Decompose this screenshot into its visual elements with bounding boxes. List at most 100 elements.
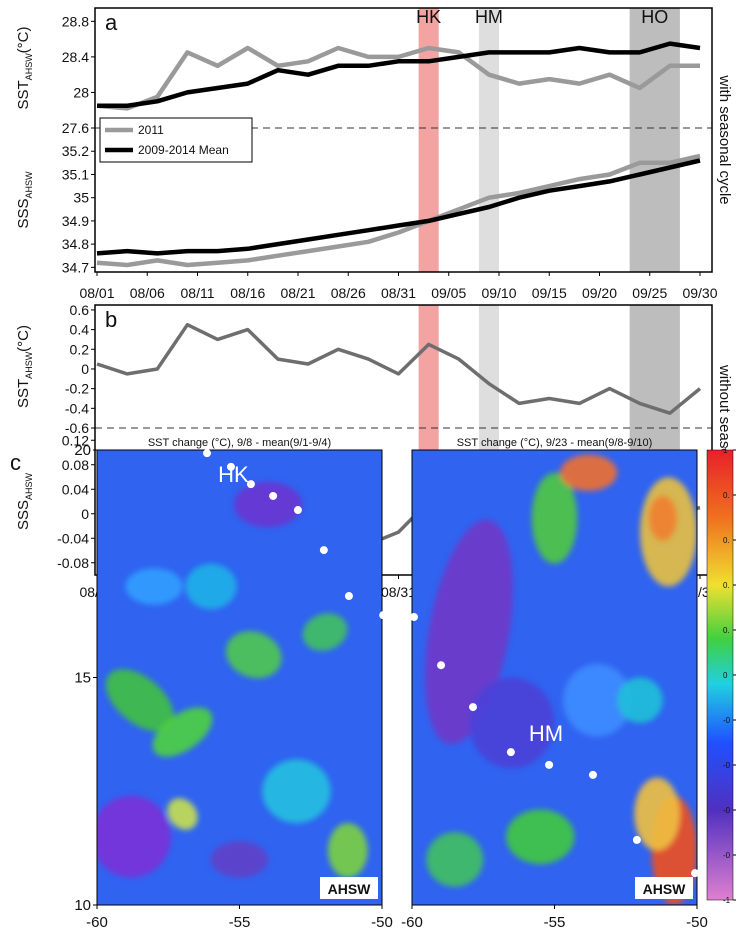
data-line xyxy=(97,41,701,109)
badge-box xyxy=(320,877,378,899)
axis-label-sub: AHSW xyxy=(24,53,34,81)
sst-patch xyxy=(152,707,213,757)
sst-patch xyxy=(302,613,348,651)
axis-label-main: SST xyxy=(15,80,32,109)
y-tick-label: -0.6 xyxy=(65,420,89,436)
data-line xyxy=(96,45,700,111)
legend-label: 2011 xyxy=(138,123,164,137)
x-tick-label: 09/05 xyxy=(431,285,466,301)
x-tick-label: 08/26 xyxy=(331,285,366,301)
sst-patch xyxy=(634,777,680,851)
track-point xyxy=(545,760,554,769)
y2-tick-label: 0 xyxy=(81,506,89,522)
colorbar-tick-label: 0. xyxy=(723,491,730,500)
sst-patch xyxy=(469,677,555,769)
y2-tick-label: -0.08 xyxy=(57,555,89,571)
y-tick-label: 27.6 xyxy=(62,120,89,136)
track-point xyxy=(246,480,255,489)
x-tick-label: 09/30 xyxy=(682,285,717,301)
axis-label: SSTAHSW(°C) xyxy=(15,26,34,109)
track-point xyxy=(437,661,446,670)
y-tick-label: 0.2 xyxy=(70,341,90,357)
y-tick-label: -0.4 xyxy=(65,400,89,416)
track-point xyxy=(691,869,700,878)
x-tick-label: -60 xyxy=(401,914,423,931)
y2-tick-label: 0.12 xyxy=(62,432,89,448)
colorbar-tick-label: 0. xyxy=(723,626,730,635)
map-image xyxy=(97,450,382,905)
sst-patch xyxy=(211,841,268,878)
panel-label: c xyxy=(10,450,21,475)
y2-tick-label: 35.1 xyxy=(62,166,89,182)
storm-label: HK xyxy=(218,462,249,487)
sst-patch xyxy=(97,795,172,878)
y2-tick-label: 35 xyxy=(73,190,89,206)
event-label: HM xyxy=(475,7,503,27)
track-point xyxy=(226,462,235,471)
track-point xyxy=(379,611,388,620)
axis-label-sub: AHSW xyxy=(24,472,34,500)
colorbar-tick-label: 0 xyxy=(723,671,728,680)
axis-label: SSSAHSW xyxy=(15,171,34,229)
sst-patch xyxy=(262,759,331,824)
legend-label: 2009-2014 Mean xyxy=(138,143,229,157)
colorbar xyxy=(706,449,734,901)
y2-tick-label: 34.8 xyxy=(62,236,89,252)
map-title: SST change (°C), 9/8 - mean(9/1-9/4) xyxy=(148,437,331,449)
event-span xyxy=(418,8,439,272)
sst-patch xyxy=(648,495,678,541)
event-label: HK xyxy=(416,7,441,27)
y-tick-label: 28.4 xyxy=(62,49,89,65)
map-image xyxy=(412,450,697,905)
legend-box xyxy=(99,117,253,163)
y-tick-label: 15 xyxy=(74,670,91,687)
axis-label-sub: AHSW xyxy=(24,171,34,199)
x-tick-label: 08/31 xyxy=(381,584,416,600)
sst-patch xyxy=(167,798,198,830)
side-label: with seasonal cycle xyxy=(716,74,733,204)
legend: 2011 2009-2014 Mean xyxy=(99,117,253,163)
track-point xyxy=(293,506,302,515)
colorbar-tick-label: -0 xyxy=(723,806,731,815)
y-tick-label: 0.4 xyxy=(70,322,90,338)
track-point xyxy=(269,491,278,500)
y2-tick-label: 0.08 xyxy=(62,457,89,473)
colorbar-tick-label: 1 xyxy=(723,446,728,455)
data-line xyxy=(96,322,702,415)
data-line xyxy=(96,158,701,256)
axis-label-unit: (°C) xyxy=(15,325,32,352)
x-tick-label: 08/01 xyxy=(79,285,114,301)
sst-patch xyxy=(327,823,368,878)
sst-patch xyxy=(185,563,237,610)
badge: AHSW xyxy=(643,881,687,897)
colorbar-tick-label: -0 xyxy=(723,851,731,860)
track-point xyxy=(468,703,477,712)
map-title: SST change (°C), 9/23 - mean(9/8-9/10) xyxy=(457,437,653,449)
x-tick-label: -55 xyxy=(229,914,251,931)
x-tick-label: -60 xyxy=(86,914,108,931)
panel-label: a xyxy=(105,10,118,35)
x-tick-label: 09/25 xyxy=(632,285,667,301)
y-tick-label: 20 xyxy=(74,442,91,459)
sst-patch xyxy=(225,631,282,679)
axis-label-main: SSS xyxy=(15,198,32,228)
colorbar-tick-label: -0 xyxy=(723,716,731,725)
y-tick-label: -0.2 xyxy=(65,381,89,397)
sst-patch xyxy=(563,663,632,737)
x-tick-label: -50 xyxy=(686,914,708,931)
axis-label-unit: (°C) xyxy=(15,26,32,53)
y-tick-label: 10 xyxy=(74,897,91,914)
x-tick-label: -50 xyxy=(371,914,393,931)
x-tick-label: 08/06 xyxy=(130,285,165,301)
sst-patch xyxy=(560,454,618,491)
track-point xyxy=(203,449,212,458)
plot-frame xyxy=(94,7,713,273)
x-tick-label: -55 xyxy=(544,914,566,931)
panel-label: b xyxy=(105,307,117,332)
track-point xyxy=(588,770,597,779)
event-span xyxy=(478,8,499,272)
y2-tick-label: 0.04 xyxy=(62,481,89,497)
storm-label: HM xyxy=(529,721,563,746)
track-point xyxy=(409,612,418,621)
